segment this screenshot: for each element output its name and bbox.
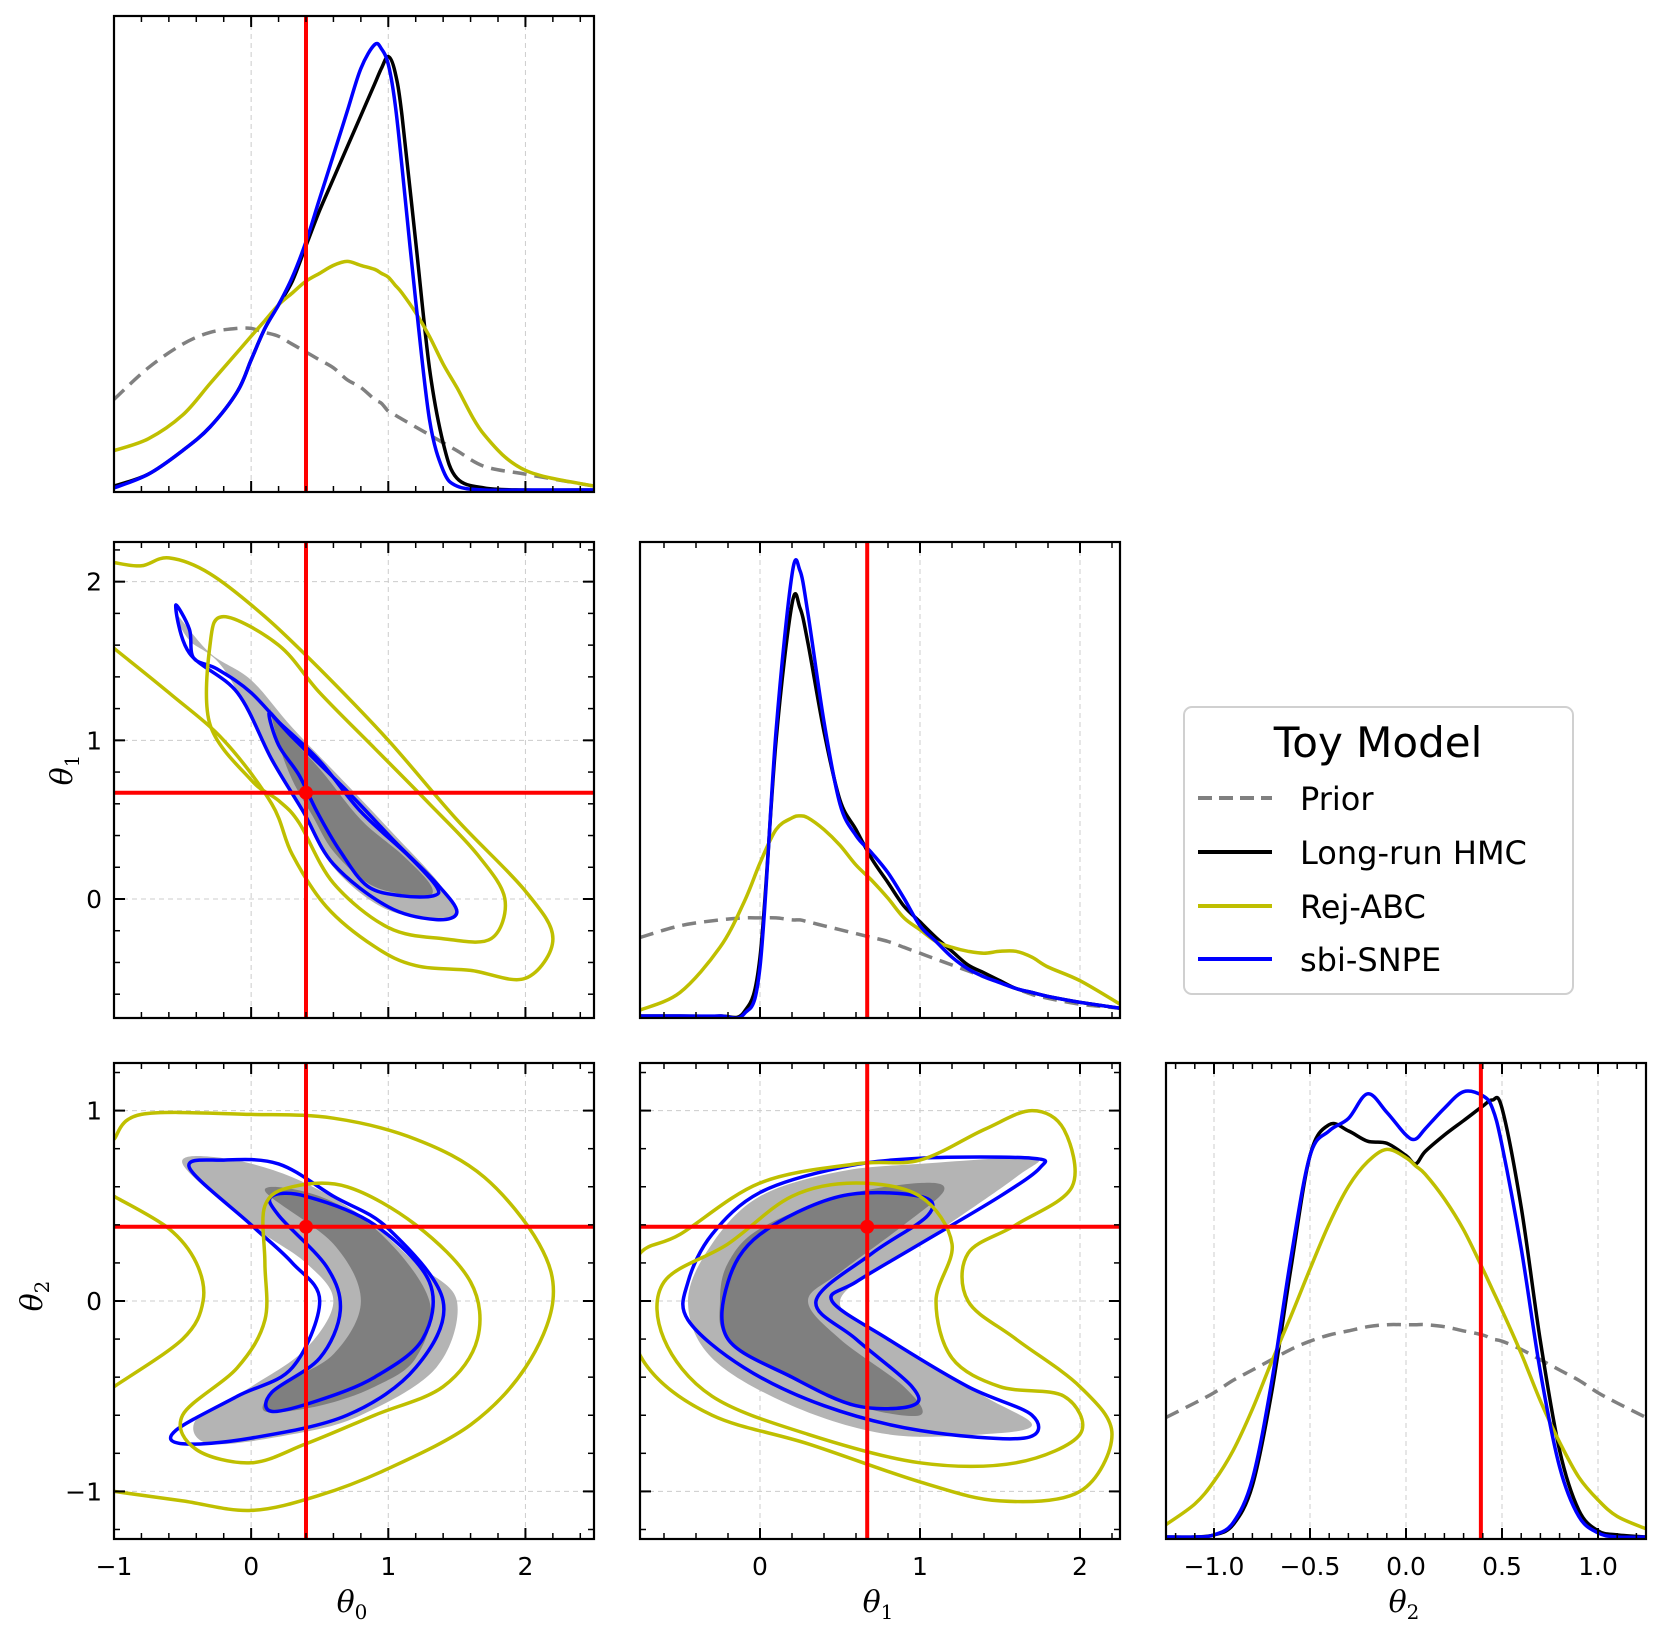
x-tick-label-m2: 0.0 — [1386, 1552, 1426, 1581]
legend: Toy Model Prior Long-run HMC Rej-ABC sbi… — [1183, 706, 1574, 995]
pairwise-panel-2: 0 1 2 — [638, 1061, 1122, 1581]
contours — [114, 1063, 594, 1539]
legend-label-abc: Rej-ABC — [1300, 888, 1426, 926]
x-tick-label-m2: −1.0 — [1184, 1552, 1245, 1581]
x-tick-label-p1: 1 — [380, 1552, 396, 1581]
x-axis-label-theta2: θ2 — [1389, 1585, 1420, 1624]
axes-frame — [638, 1061, 1122, 1541]
legend-frame — [1183, 706, 1574, 995]
truth-marker — [299, 785, 313, 800]
marginal-curve-rej-abc — [640, 814, 1120, 1012]
legend-label-hmc: Long-run HMC — [1300, 834, 1527, 872]
pairwise-panel-1: −1 0 1 2 −1 0 1 — [65, 1061, 596, 1581]
x-tick-label-m2: −0.5 — [1280, 1552, 1341, 1581]
axis-labels: θ0 θ1 θ2 θ1 θ2 — [15, 755, 1419, 1624]
contours — [114, 542, 594, 1018]
pairwise-panel-0: 0 1 2 — [86, 540, 596, 1020]
marginal-curve-rej-abc — [114, 259, 594, 488]
marginal-curve-prior — [114, 326, 594, 488]
y-tick-label-p1: −1 — [65, 1477, 102, 1506]
marginal-curve-prior — [1166, 1322, 1646, 1419]
legend-label-prior: Prior — [1300, 780, 1374, 818]
marginal-curve-sbi-snpe — [114, 41, 594, 492]
marginal-curve-sbi-snpe — [1166, 1089, 1646, 1539]
hmc-filled-contour-inner — [270, 707, 433, 897]
marginal-curves — [114, 16, 594, 492]
y-axis-label-theta2: θ2 — [15, 1281, 54, 1312]
contour-rej-abc — [114, 556, 555, 982]
marginal-curve-sbi-snpe — [640, 558, 1120, 1018]
marginal-curve-long-run-hmc — [114, 54, 594, 492]
x-tick-label-m2: 1.0 — [1578, 1552, 1618, 1581]
x-tick-label-m2: 0.5 — [1482, 1552, 1522, 1581]
truth-marker — [860, 1219, 875, 1234]
marginal-curve-rej-abc — [1166, 1147, 1646, 1531]
hmc-filled-contour-inner — [262, 1186, 432, 1413]
marginal-curve-long-run-hmc — [640, 592, 1120, 1018]
x-tick-label-p2: 0 — [752, 1552, 768, 1581]
contour-sbi-snpe — [168, 1157, 446, 1446]
y-tick-label-p0: 1 — [86, 726, 102, 755]
legend-title: Toy Model — [1273, 718, 1483, 767]
y-tick-label-p1: 0 — [86, 1287, 102, 1316]
contour-rej-abc — [655, 1181, 1085, 1469]
hmc-filled-contour-inner — [719, 1182, 945, 1417]
marginal-curves — [1166, 1063, 1646, 1539]
panels: −1.0 −0.5 0.0 0.5 1.0 0 1 2 −1 0 1 2 −1 0 1 0 1 2 — [65, 14, 1648, 1581]
y-tick-label-p0: 2 — [86, 568, 102, 597]
y-tick-label-p1: 1 — [86, 1097, 102, 1126]
legend-label-snpe: sbi-SNPE — [1300, 941, 1441, 979]
x-tick-label-p1: −1 — [96, 1552, 133, 1581]
axes-frame — [112, 540, 596, 1020]
contour-rej-abc — [114, 1110, 556, 1513]
contour-sbi-snpe — [173, 603, 459, 922]
marginal-curves — [640, 542, 1120, 1018]
axes-frame — [1164, 1061, 1648, 1541]
axes-frame — [112, 1061, 596, 1541]
marginal-panel-1 — [638, 540, 1122, 1020]
y-tick-label-p0: 0 — [86, 885, 102, 914]
contour-rej-abc — [640, 1108, 1114, 1504]
x-tick-label-p2: 1 — [912, 1552, 928, 1581]
x-tick-label-p2: 2 — [1072, 1552, 1088, 1581]
truth-marker — [299, 1219, 313, 1234]
x-axis-label-theta0: θ0 — [337, 1585, 368, 1624]
axes-frame — [112, 14, 596, 494]
contours — [640, 1063, 1120, 1539]
marginal-panel-0 — [112, 14, 596, 494]
axes-frame — [638, 540, 1122, 1020]
contour-rej-abc — [178, 1181, 482, 1465]
y-axis-label-theta1: θ1 — [45, 755, 84, 786]
x-tick-label-p1: 0 — [243, 1552, 259, 1581]
x-tick-label-p1: 2 — [517, 1552, 533, 1581]
marginal-panel-2: −1.0 −0.5 0.0 0.5 1.0 — [1164, 1061, 1648, 1581]
x-axis-label-theta1: θ1 — [863, 1585, 894, 1624]
